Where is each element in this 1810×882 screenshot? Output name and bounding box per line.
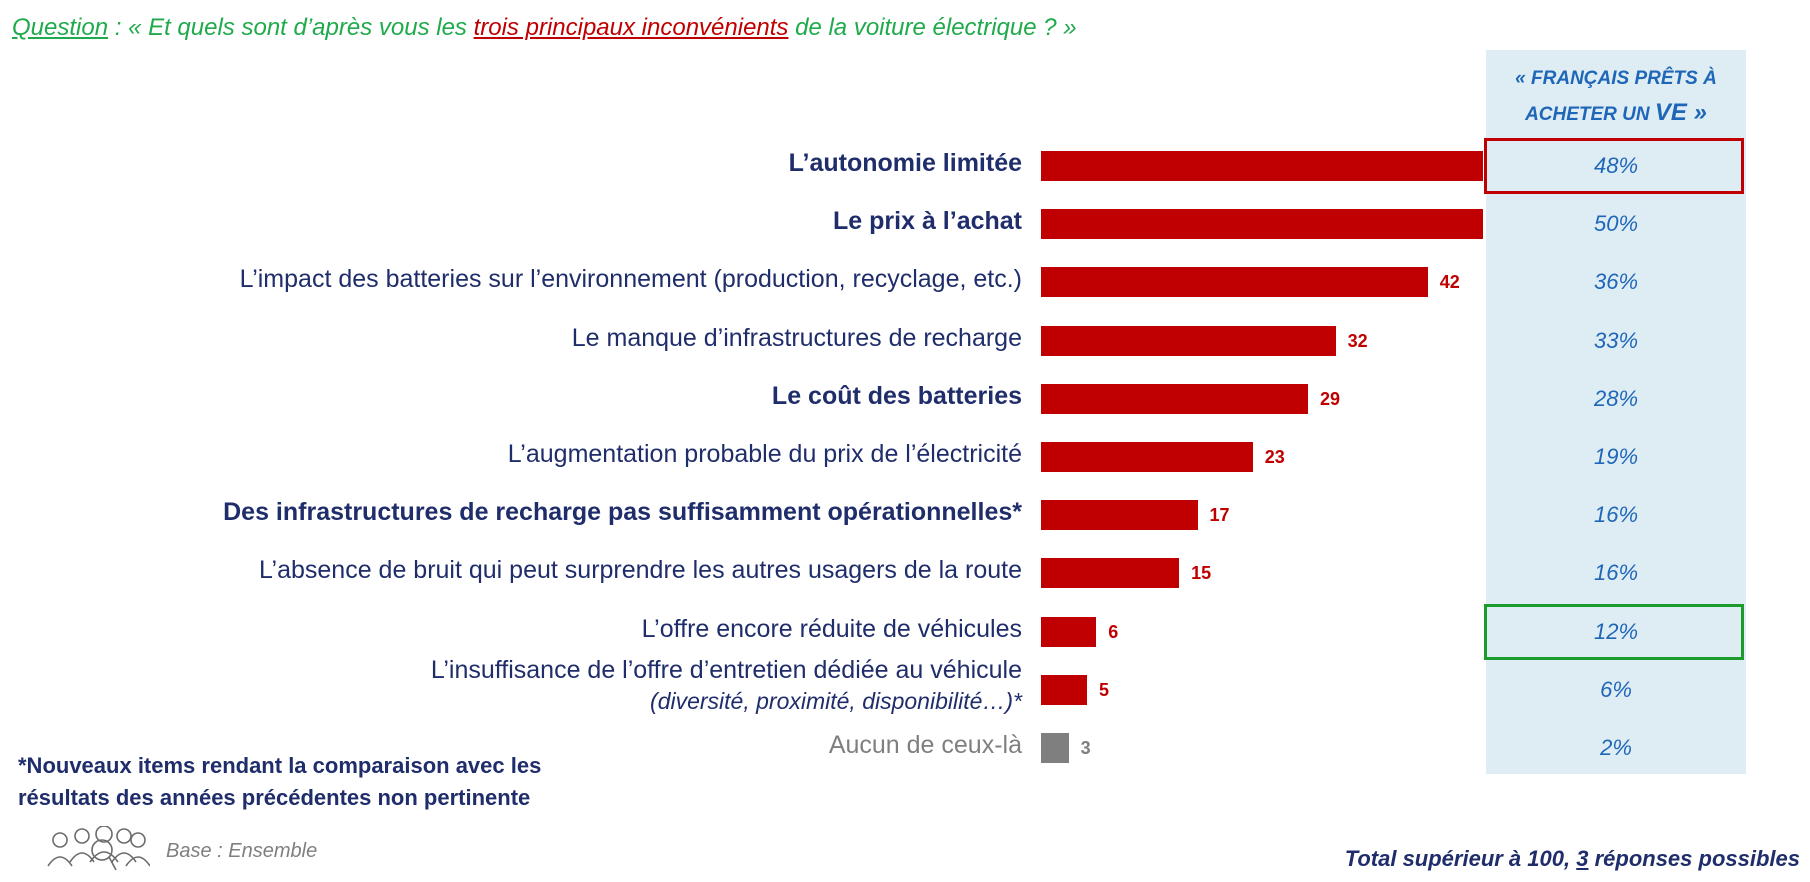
base-label: Base : Ensemble — [166, 840, 318, 862]
bar — [1041, 558, 1180, 589]
category-label: Le coût des batteries — [771, 381, 1022, 410]
category-label: L’impact des batteries sur l’environneme… — [239, 265, 1022, 294]
bar-value-label: 5 — [1099, 679, 1110, 700]
question-suffix: de la voiture électrique ? » — [788, 14, 1077, 41]
bar — [1041, 442, 1253, 472]
comparison-value: 19% — [1593, 444, 1639, 469]
bar — [1041, 383, 1309, 414]
category-label: Le manque d’infrastructures de recharge — [571, 323, 1022, 352]
category-label: Des infrastructures de recharge pas suff… — [223, 498, 1022, 527]
bar-value-label: 29 — [1320, 388, 1341, 409]
footnote: *Nouveaux items rendant la comparaison a… — [18, 750, 541, 814]
question-intro: : « Et quels sont d’après vous les — [108, 14, 474, 41]
comparison-column-background — [1486, 50, 1746, 774]
comparison-value: 6% — [1600, 676, 1632, 702]
total-note: Total supérieur à 100, 3 réponses possib… — [1344, 846, 1800, 871]
comparison-value: 2% — [1600, 735, 1632, 760]
bar — [1041, 733, 1069, 763]
comparison-value: 16% — [1593, 502, 1639, 528]
bar — [1041, 674, 1088, 705]
bar — [1041, 325, 1336, 356]
comparison-value: 33% — [1593, 327, 1639, 353]
bar — [1041, 616, 1097, 647]
bar — [1041, 209, 1483, 240]
comparison-value: 28% — [1593, 385, 1639, 411]
question-prefix: Question — [12, 14, 109, 41]
comparison-value: 36% — [1593, 269, 1639, 295]
question-text: Question : « Et quels sont d’après vous … — [12, 14, 1077, 42]
highlight-box-green — [1484, 603, 1744, 660]
comparison-value: 48% — [1593, 153, 1639, 178]
bar — [1041, 267, 1428, 298]
question-emphasis: trois principaux inconvénients — [473, 14, 789, 41]
category-label: Aucun de ceux-là — [828, 731, 1022, 759]
category-label: Le prix à l’achat — [833, 207, 1022, 236]
comparison-value: 12% — [1593, 618, 1639, 644]
bar-value-label: 6 — [1108, 621, 1119, 642]
category-sublabel: (diversité, proximité, disponibilité…)* — [650, 687, 1022, 714]
category-label: L’insuffisance de l’offre d’entretien dé… — [430, 655, 1022, 684]
bar-value-label: 42 — [1439, 272, 1460, 293]
highlight-box-red — [1484, 138, 1744, 194]
column-header-line2: ACHETER UN VE » — [1525, 99, 1707, 126]
column-header-line1: « FRANÇAIS PRÊTS À — [1515, 68, 1717, 89]
bar — [1041, 151, 1483, 181]
category-label: L’offre encore réduite de véhicules — [641, 614, 1022, 643]
bar-value-label: 32 — [1347, 330, 1368, 351]
category-label: L’autonomie limitée — [788, 149, 1022, 177]
comparison-value: 16% — [1593, 560, 1639, 586]
category-label: L’augmentation probable du prix de l’éle… — [507, 440, 1022, 468]
bar-value-label: 23 — [1264, 447, 1285, 467]
comparison-column-header: « FRANÇAIS PRÊTS À ACHETER UN VE » — [1486, 62, 1746, 132]
people-group-icon — [47, 826, 150, 871]
bar — [1041, 500, 1198, 531]
footnote-line1: *Nouveaux items rendant la comparaison a… — [18, 753, 542, 778]
comparison-value: 50% — [1593, 211, 1639, 237]
category-label: L’absence de bruit qui peut surprendre l… — [259, 556, 1022, 585]
bar-value-label: 3 — [1080, 738, 1091, 758]
bar-value-label: 17 — [1209, 505, 1230, 526]
bar-value-label: 15 — [1191, 563, 1212, 584]
footnote-line2: résultats des années précédentes non per… — [18, 785, 531, 810]
